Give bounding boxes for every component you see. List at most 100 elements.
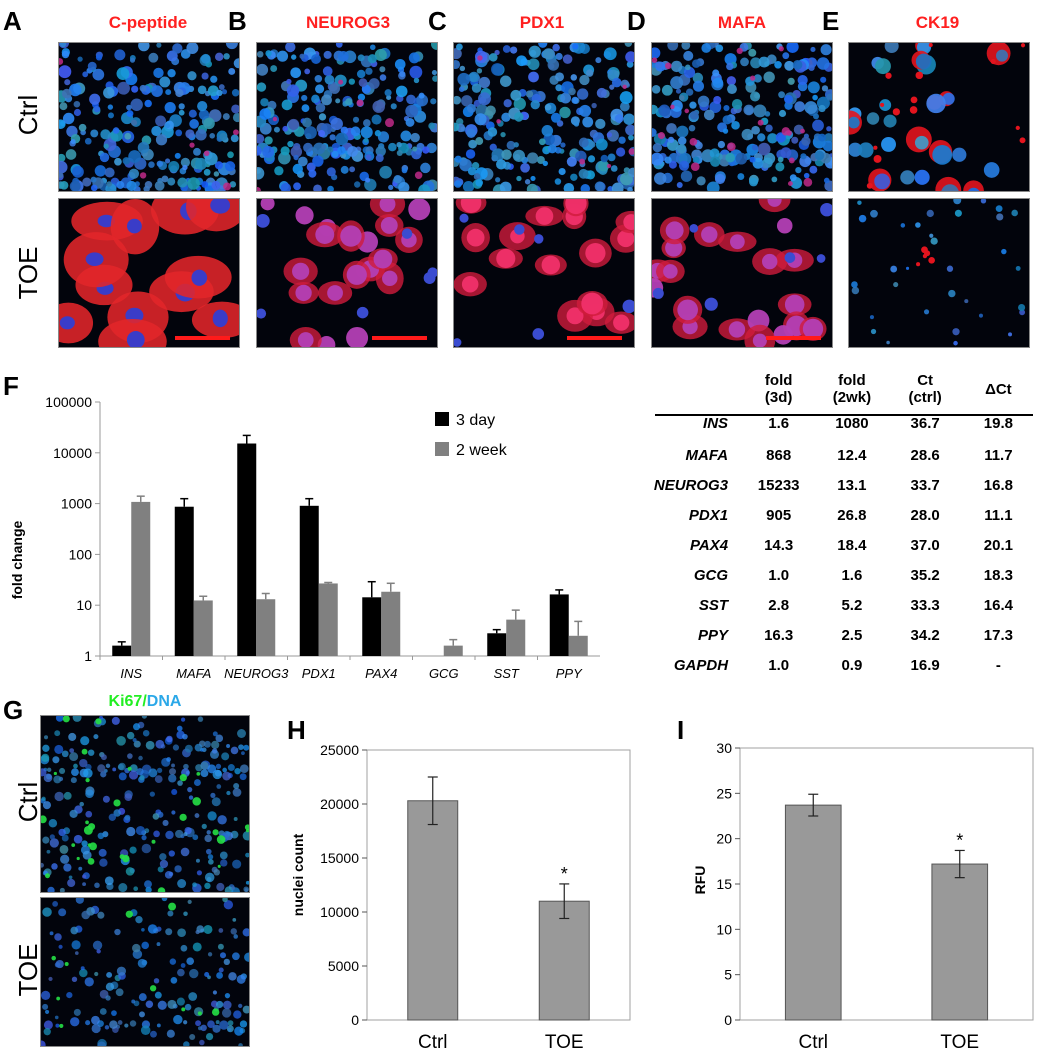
ki67-positive-nucleus	[87, 857, 95, 865]
stained-nucleus	[670, 104, 675, 110]
nucleus	[475, 179, 483, 187]
nucleus	[59, 160, 68, 174]
stained-nucleus	[776, 217, 793, 234]
plot-frame	[366, 749, 631, 1021]
nucleus	[822, 140, 832, 152]
nucleus	[489, 53, 498, 62]
bar	[931, 863, 989, 1021]
stained-nucleus	[800, 128, 805, 134]
nucleus	[884, 43, 899, 54]
nucleus	[164, 102, 176, 114]
nucleus	[538, 43, 548, 48]
nucleus	[812, 119, 824, 132]
nucleus	[152, 813, 160, 820]
stained-nucleus	[622, 84, 627, 89]
nucleus	[232, 952, 240, 961]
stained-nucleus	[233, 129, 239, 136]
nucleus	[176, 997, 185, 1006]
nucleus	[257, 63, 269, 76]
nucleus	[743, 104, 755, 116]
nucleus	[454, 95, 462, 105]
nucleus	[54, 933, 62, 941]
stained-nucleus	[565, 199, 587, 215]
nucleus	[723, 104, 730, 112]
nucleus	[318, 113, 327, 121]
nucleus	[655, 61, 663, 69]
nucleus	[87, 61, 97, 71]
nucleus	[679, 95, 685, 101]
ki67-positive-nucleus	[51, 955, 56, 961]
nucleus	[216, 89, 223, 96]
nucleus	[223, 958, 230, 966]
nucleus	[135, 825, 146, 836]
nucleus	[54, 791, 64, 802]
table-gene-cell: GAPDH	[673, 656, 729, 674]
nucleus	[572, 43, 579, 50]
nucleus	[141, 941, 150, 950]
nucleus	[399, 71, 406, 78]
nucleus	[547, 59, 560, 71]
table-cell: 0.9	[841, 656, 863, 674]
nucleus	[954, 209, 962, 217]
nucleus	[552, 43, 560, 52]
nucleus	[823, 133, 832, 143]
micrograph-mafa-toe	[651, 198, 833, 348]
y-tick-label: 25	[716, 785, 732, 801]
nucleus	[193, 779, 201, 787]
nucleus	[156, 942, 161, 947]
nucleus	[726, 62, 734, 71]
nucleus	[374, 130, 382, 137]
nucleus	[365, 177, 371, 183]
nucleus	[201, 72, 209, 80]
panel-letter-h: H	[287, 715, 306, 745]
nucleus	[207, 952, 213, 957]
scale-bar-neurog3	[372, 336, 427, 340]
nucleus	[127, 218, 142, 234]
nucleus	[113, 809, 121, 817]
nucleus	[167, 177, 176, 186]
panel-letter-d: D	[627, 6, 646, 36]
nucleus	[79, 968, 88, 978]
y-tick-label: 25000	[320, 742, 359, 758]
nucleus	[167, 910, 174, 917]
nucleus	[257, 214, 270, 228]
nucleus	[176, 725, 183, 732]
nucleus	[221, 1008, 232, 1018]
nucleus	[775, 132, 786, 143]
stained-nucleus	[189, 142, 195, 148]
nucleus	[559, 106, 571, 119]
nucleus	[204, 971, 210, 978]
nucleus	[703, 109, 715, 121]
nucleus	[124, 132, 132, 140]
nucleus	[62, 112, 75, 125]
nucleus	[753, 74, 762, 83]
ck19-dot	[990, 59, 996, 65]
nucleus	[79, 801, 84, 807]
nucleus	[228, 972, 237, 981]
nucleus	[85, 252, 104, 267]
nucleus	[159, 859, 169, 869]
micrograph-neurog3-ctrl	[256, 42, 438, 192]
nucleus	[784, 94, 794, 104]
nucleus	[666, 123, 677, 134]
nucleus	[550, 112, 561, 123]
nucleus	[49, 838, 59, 848]
stained-nucleus	[317, 336, 336, 347]
nucleus	[311, 94, 320, 104]
nucleus	[85, 789, 94, 799]
stain-title-c-peptide: C-peptide	[108, 13, 188, 32]
nucleus	[459, 158, 472, 172]
nucleus	[148, 52, 159, 63]
table-gene-cell: NEUROG3	[653, 476, 729, 494]
nucleus	[606, 132, 613, 138]
nucleus	[430, 98, 437, 105]
nucleus	[735, 152, 748, 165]
nucleus	[749, 156, 756, 163]
nucleus	[408, 52, 420, 64]
nucleus	[290, 54, 297, 60]
nucleus	[215, 734, 224, 743]
nucleus	[130, 119, 138, 126]
nucleus	[413, 77, 420, 84]
ki67-positive-nucleus	[179, 774, 187, 782]
nucleus	[94, 971, 99, 977]
